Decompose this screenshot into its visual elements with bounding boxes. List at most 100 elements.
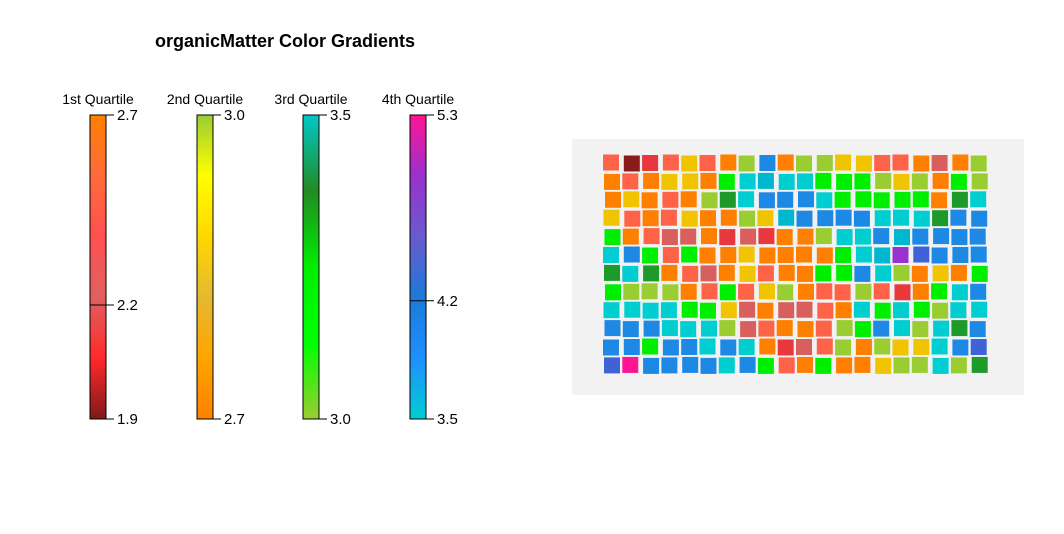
grid-tile bbox=[718, 173, 735, 190]
grid-tile bbox=[853, 301, 870, 318]
grid-tile bbox=[700, 172, 717, 189]
grid-tile bbox=[681, 339, 698, 355]
grid-tile bbox=[815, 265, 832, 282]
grid-tile bbox=[699, 338, 716, 355]
grid-tile bbox=[778, 357, 795, 374]
grid-tile bbox=[854, 265, 871, 282]
grid-tile bbox=[874, 210, 891, 227]
grid-tile bbox=[662, 339, 679, 356]
grid-tile bbox=[911, 173, 928, 190]
grid-tile bbox=[834, 191, 851, 208]
grid-tile bbox=[932, 357, 949, 374]
grid-tile bbox=[778, 302, 795, 319]
grid-tile bbox=[893, 173, 910, 190]
legend-tick-label: 2.7 bbox=[117, 107, 138, 124]
grid-tile bbox=[778, 173, 795, 190]
grid-tile bbox=[893, 357, 910, 374]
legend-tick-label: 5.3 bbox=[437, 107, 458, 124]
grid-tile bbox=[740, 321, 757, 338]
grid-tile bbox=[797, 265, 813, 282]
grid-tile bbox=[662, 247, 679, 263]
grid-tile bbox=[681, 210, 698, 227]
grid-tile bbox=[662, 284, 679, 301]
grid-tile bbox=[796, 339, 812, 355]
grid-tile bbox=[718, 264, 735, 281]
grid-tile bbox=[874, 338, 891, 355]
grid-tile bbox=[719, 191, 736, 208]
grid-tile bbox=[834, 284, 851, 301]
grid-tile bbox=[815, 228, 832, 245]
grid-tile bbox=[835, 339, 852, 356]
grid-tile bbox=[661, 357, 678, 374]
grid-tile bbox=[853, 210, 870, 227]
grid-tile bbox=[758, 320, 775, 337]
grid-tile bbox=[796, 246, 812, 263]
grid-tile bbox=[874, 302, 891, 319]
grid-tile bbox=[738, 283, 755, 300]
grid-tile bbox=[855, 283, 872, 300]
grid-tile bbox=[815, 357, 832, 374]
grid-tile bbox=[642, 302, 659, 319]
grid-tile bbox=[643, 228, 660, 245]
grid-tile bbox=[894, 191, 911, 208]
grid-tile bbox=[720, 209, 737, 226]
grid-tile bbox=[777, 284, 794, 301]
grid-tile bbox=[854, 321, 871, 338]
grid-tile bbox=[738, 246, 755, 263]
grid-tile bbox=[604, 173, 620, 190]
grid-tile bbox=[661, 229, 678, 246]
grid-tile bbox=[662, 154, 679, 171]
grid-tile bbox=[778, 264, 795, 281]
legend-tick-label: 3.5 bbox=[437, 411, 458, 428]
grid-tile bbox=[623, 191, 640, 208]
grid-tile bbox=[912, 191, 929, 208]
grid-tile bbox=[604, 357, 620, 374]
grid-tile bbox=[605, 284, 621, 301]
grid-tile bbox=[797, 228, 814, 245]
legend-bar bbox=[196, 114, 214, 420]
grid-tile bbox=[603, 247, 619, 263]
grid-tile bbox=[816, 338, 833, 355]
grid-tile bbox=[952, 154, 969, 171]
grid-tile bbox=[797, 356, 813, 373]
grid-tile bbox=[798, 191, 814, 208]
grid-tile bbox=[893, 264, 910, 281]
grid-tile bbox=[777, 247, 794, 263]
grid-tile bbox=[641, 283, 658, 300]
grid-tile bbox=[913, 246, 930, 263]
grid-tile bbox=[874, 155, 891, 171]
grid-tile bbox=[643, 172, 660, 189]
legend-tick-label: 3.5 bbox=[330, 107, 351, 124]
grid-tile bbox=[797, 173, 813, 190]
grid-tile bbox=[680, 321, 697, 338]
grid-tile bbox=[855, 246, 872, 263]
grid-tile bbox=[701, 283, 718, 300]
grid-tile bbox=[855, 191, 872, 208]
legend-tick-label: 1.9 bbox=[117, 411, 138, 428]
grid-tile bbox=[817, 210, 834, 227]
grid-tile bbox=[970, 339, 987, 355]
grid-tile bbox=[700, 357, 717, 374]
grid-tile bbox=[835, 154, 852, 171]
grid-tile bbox=[875, 172, 892, 189]
grid-tile bbox=[776, 320, 793, 337]
grid-tile bbox=[642, 210, 659, 227]
legend-tick-label: 2.2 bbox=[117, 297, 138, 314]
grid-tile bbox=[777, 339, 794, 356]
legend-tick-label: 3.0 bbox=[224, 107, 245, 124]
grid-tile bbox=[835, 209, 852, 226]
grid-tile bbox=[739, 301, 756, 318]
grid-tile bbox=[855, 155, 872, 172]
grid-tile bbox=[642, 247, 659, 264]
grid-tile bbox=[836, 173, 853, 190]
legend-title: 2nd Quartile bbox=[167, 91, 243, 107]
grid-tile bbox=[603, 339, 619, 356]
grid-tile bbox=[719, 229, 736, 246]
grid-tile bbox=[758, 283, 775, 300]
legend-title: 3rd Quartile bbox=[274, 91, 347, 107]
grid-tile bbox=[836, 320, 853, 337]
grid-tile bbox=[680, 191, 697, 208]
grid-tile bbox=[642, 155, 659, 171]
